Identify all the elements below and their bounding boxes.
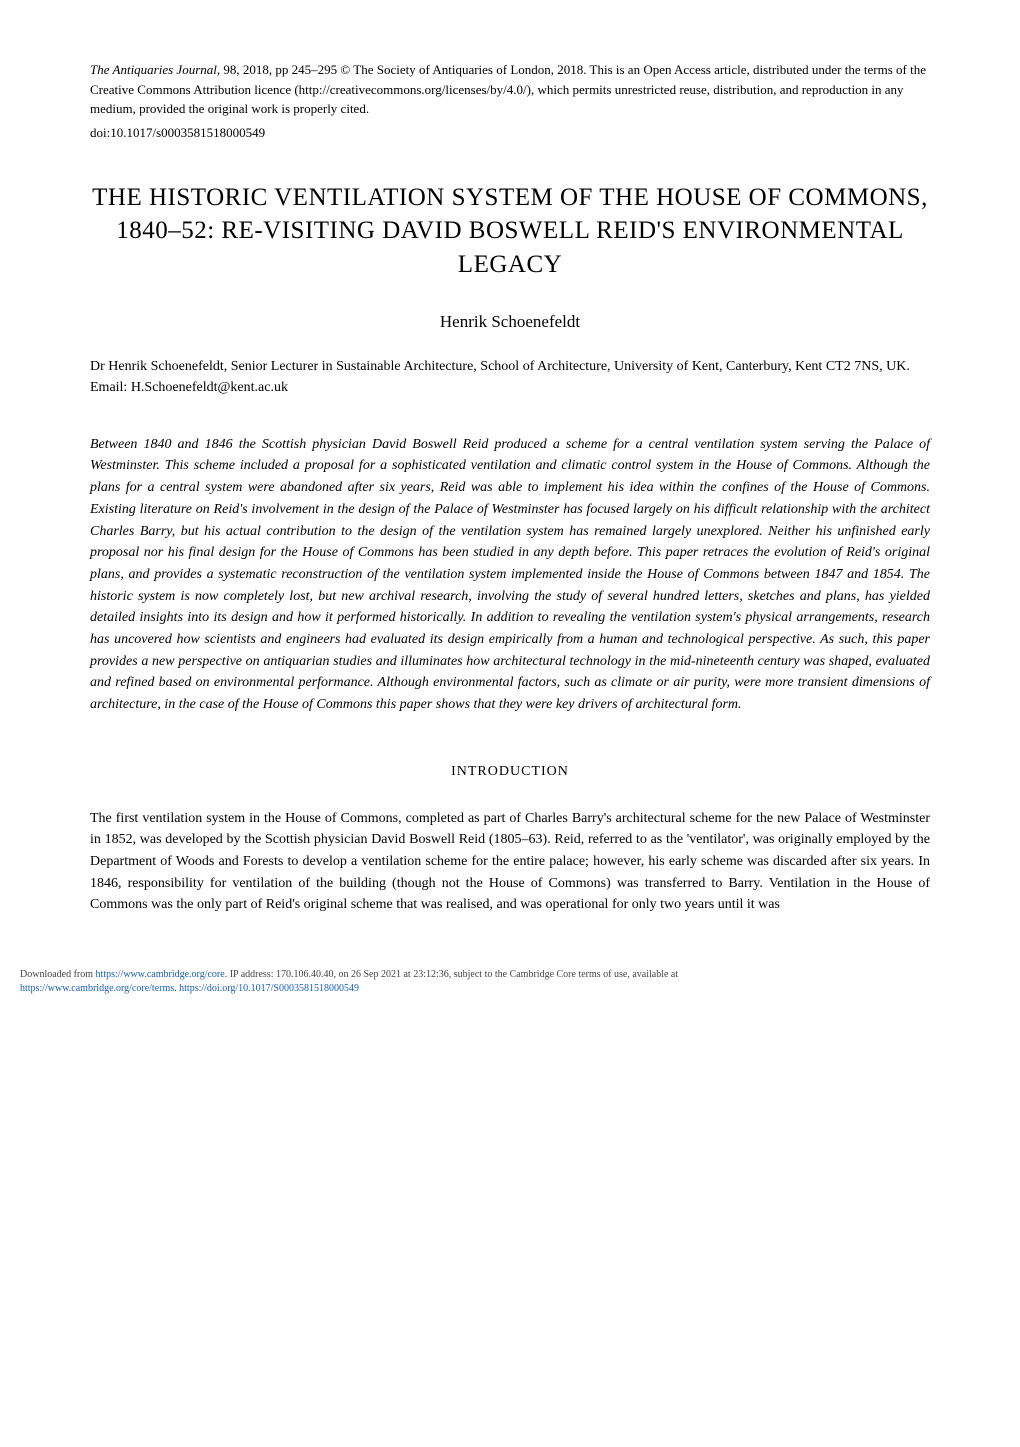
author-name: Henrik Schoenefeldt (90, 312, 930, 332)
footer-link-doi[interactable]: https://doi.org/10.1017/S000358151800054… (179, 983, 359, 994)
author-affiliation: Dr Henrik Schoenefeldt, Senior Lecturer … (90, 356, 930, 398)
footer-link-core[interactable]: https://www.cambridge.org/core (96, 969, 225, 980)
header-meta: The Antiquaries Journal, 98, 2018, pp 24… (90, 60, 930, 119)
page-container: The Antiquaries Journal, 98, 2018, pp 24… (0, 0, 1020, 956)
page-footer: Downloaded from https://www.cambridge.or… (0, 956, 1020, 1008)
footer-mid-1: . IP address: 170.106.40.40, on 26 Sep 2… (225, 969, 678, 980)
footer-prefix: Downloaded from (20, 969, 96, 980)
doi-text: doi:10.1017/s0003581518000549 (90, 125, 930, 141)
article-title: THE HISTORIC VENTILATION SYSTEM OF THE H… (90, 181, 930, 282)
journal-title: The Antiquaries Journal (90, 62, 217, 77)
abstract-text: Between 1840 and 1846 the Scottish physi… (90, 434, 930, 716)
section-heading-introduction: INTRODUCTION (90, 764, 930, 780)
footer-link-terms[interactable]: https://www.cambridge.org/core/terms (20, 983, 174, 994)
body-paragraph: The first ventilation system in the Hous… (90, 808, 930, 916)
